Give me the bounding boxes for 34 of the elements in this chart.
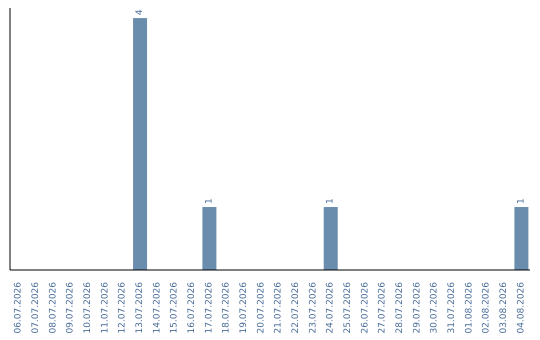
x-tick-label: 11.07.2026 — [100, 282, 110, 334]
x-tick-label: 04.08.2026 — [516, 282, 526, 334]
x-tick-label: 23.07.2026 — [308, 282, 318, 334]
data-label: 1 — [204, 198, 214, 204]
x-tick-label: 07.07.2026 — [31, 282, 41, 334]
x-tick-label: 14.07.2026 — [152, 282, 162, 334]
x-tick-label: 17.07.2026 — [204, 282, 214, 334]
x-tick-label: 13.07.2026 — [135, 282, 145, 334]
x-tick-label: 21.07.2026 — [274, 282, 284, 334]
x-tick-label: 19.07.2026 — [239, 282, 249, 334]
x-tick-label: 01.08.2026 — [464, 282, 474, 334]
data-label: 4 — [135, 9, 146, 16]
x-tick-label: 10.07.2026 — [83, 282, 93, 334]
x-tick-label: 27.07.2026 — [378, 282, 388, 334]
x-tick-label: 28.07.2026 — [395, 282, 405, 334]
x-tick-label: 12.07.2026 — [118, 282, 128, 334]
x-tick-label: 08.07.2026 — [48, 282, 58, 334]
x-tick-label: 30.07.2026 — [430, 282, 440, 334]
x-tick-label: 16.07.2026 — [187, 282, 197, 334]
x-tick-label: 15.07.2026 — [170, 282, 180, 334]
x-tick-label: 02.08.2026 — [482, 282, 492, 334]
x-tick-label: 29.07.2026 — [412, 282, 422, 334]
x-tick-label: 22.07.2026 — [291, 282, 301, 334]
x-tick-label: 31.07.2026 — [447, 282, 457, 334]
data-label: 1 — [516, 198, 526, 204]
data-label: 1 — [326, 198, 336, 204]
x-tick-label: 24.07.2026 — [326, 282, 336, 334]
x-tick-label: 26.07.2026 — [360, 282, 370, 334]
x-tick-label: 20.07.2026 — [256, 282, 266, 334]
x-tick-label: 06.07.2026 — [14, 282, 24, 334]
x-tick-label: 03.08.2026 — [499, 282, 509, 334]
x-tick-label: 18.07.2026 — [222, 282, 232, 334]
x-tick-label: 09.07.2026 — [66, 282, 76, 334]
x-tick-label: 25.07.2026 — [343, 282, 353, 334]
